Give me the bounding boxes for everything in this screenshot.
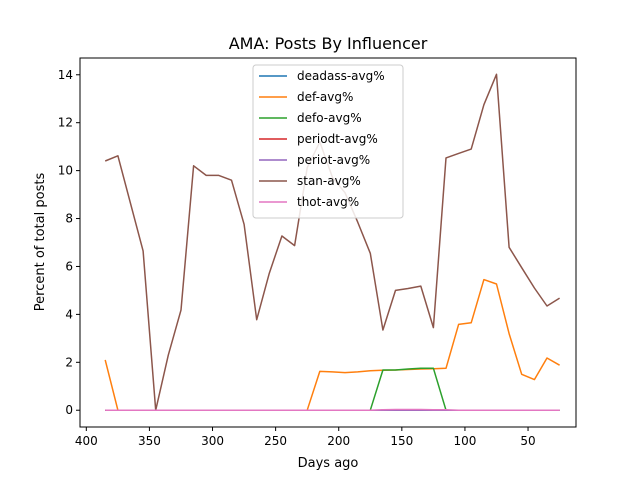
- legend-label: defo-avg%: [297, 111, 362, 125]
- x-tick-label: 350: [138, 434, 161, 448]
- legend-label: periodt-avg%: [297, 132, 378, 146]
- chart-title: AMA: Posts By Influencer: [229, 34, 428, 53]
- series-line-thot-avg: [105, 408, 560, 411]
- y-tick-label: 10: [58, 164, 73, 178]
- y-axis-label: Percent of total posts: [33, 173, 48, 312]
- legend-box: [252, 64, 404, 219]
- legend-label: def-avg%: [297, 90, 353, 104]
- y-axis: 0 2 4 6 8 10 12 14: [58, 68, 80, 417]
- legend: deadass-avg% def-avg% defo-avg% periodt-avg…: [252, 64, 404, 219]
- legend-label: deadass-avg%: [297, 69, 385, 83]
- x-axis-label: Days ago: [298, 456, 359, 471]
- x-tick-label: 300: [201, 434, 224, 448]
- x-tick-label: 250: [264, 434, 287, 448]
- y-tick-label: 12: [58, 116, 73, 130]
- x-tick-label: 200: [327, 434, 350, 448]
- y-tick-label: 6: [65, 259, 73, 273]
- x-tick-label: 100: [453, 434, 476, 448]
- legend-label: periot-avg%: [297, 153, 370, 167]
- x-axis: 400 350 300 250 200 150 100 50: [75, 427, 536, 448]
- legend-label: stan-avg%: [297, 174, 361, 188]
- y-tick-label: 4: [65, 307, 73, 321]
- axes-frame: [79, 57, 577, 428]
- y-tick-label: 14: [58, 68, 73, 82]
- legend-label: thot-avg%: [297, 195, 359, 209]
- x-tick-label: 400: [75, 434, 98, 448]
- x-tick-label: 150: [390, 434, 413, 448]
- y-tick-label: 2: [65, 355, 73, 369]
- x-tick-label: 50: [520, 434, 535, 448]
- y-tick-label: 0: [65, 403, 73, 417]
- y-tick-label: 8: [65, 212, 73, 226]
